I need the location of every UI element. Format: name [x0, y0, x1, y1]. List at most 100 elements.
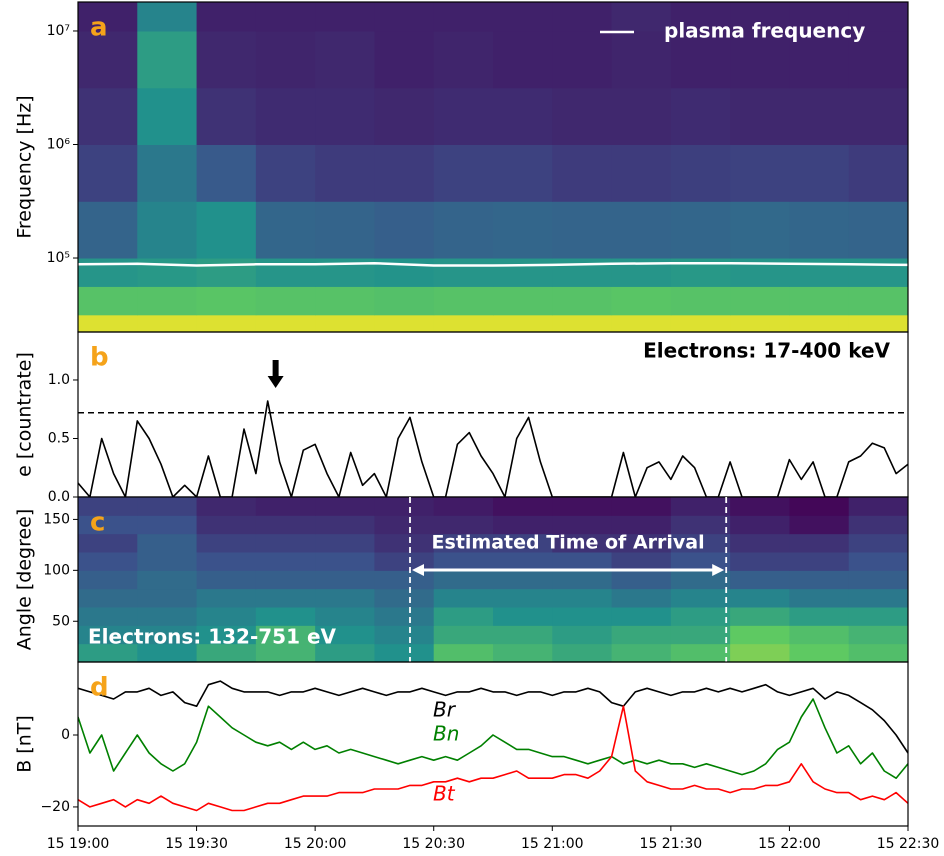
heat-cell [493, 607, 553, 626]
heat-cell [611, 30, 672, 89]
heat-cell [255, 201, 316, 259]
heat-cell [611, 533, 672, 553]
heat-cell [78, 625, 138, 645]
heat-cell [374, 607, 435, 626]
heat-cell [137, 533, 198, 553]
heat-cell [493, 258, 553, 287]
heat-cell [552, 144, 613, 202]
heat-cell [255, 607, 316, 626]
heat-cell [78, 314, 138, 332]
annotation: Electrons: 17-400 keV [643, 339, 890, 363]
heat-cell [255, 87, 316, 145]
heat-cell [670, 2, 731, 32]
heat-cell [730, 30, 790, 89]
heat-cell [433, 643, 494, 662]
heat-cell [611, 588, 672, 608]
heat-cell [196, 144, 257, 202]
panel [78, 680, 908, 812]
heat-cell [552, 286, 613, 316]
x-tick-label: 15 21:00 [521, 836, 584, 852]
heat-cell [315, 87, 375, 145]
heat-cell [255, 570, 316, 590]
heat-cell [730, 643, 790, 662]
heat-cell [670, 314, 731, 332]
heat-cell [670, 552, 731, 571]
heat-cell [670, 643, 731, 662]
heat-cell [789, 497, 850, 516]
heat-cell [789, 30, 850, 89]
heat-cell [374, 314, 435, 332]
heat-cell [493, 497, 553, 516]
heat-cell [848, 286, 908, 316]
heat-cell [611, 87, 672, 145]
heat-cell [789, 643, 850, 662]
heat-cell [789, 144, 850, 202]
heat-cell [493, 87, 553, 145]
heat-cell [315, 588, 375, 608]
heat-cell [137, 87, 198, 145]
heat-cell [730, 144, 790, 202]
heat-cell [78, 201, 138, 259]
heat-cell [730, 497, 790, 516]
heat-cell [78, 643, 138, 662]
heat-cell [433, 552, 494, 571]
heat-cell [552, 30, 613, 89]
heat-cell [493, 570, 553, 590]
heat-cell [374, 497, 435, 516]
heat-cell [730, 570, 790, 590]
heat-cell [255, 643, 316, 662]
heat-cell [433, 515, 494, 535]
heat-cell [433, 625, 494, 645]
heat-cell [848, 144, 908, 202]
heat-cell [789, 607, 850, 626]
heat-cell [789, 588, 850, 608]
heat-cell [730, 515, 790, 535]
heat-cell [78, 552, 138, 571]
heat-cell [552, 552, 613, 571]
heat-cell [433, 144, 494, 202]
heat-cell [137, 625, 198, 645]
heat-cell [315, 533, 375, 553]
heat-cell [255, 497, 316, 516]
heat-cell [493, 533, 553, 553]
heat-cell [552, 588, 613, 608]
y-axis-label: B [nT] [14, 715, 36, 773]
heat-cell [670, 286, 731, 316]
arrow-marker [267, 360, 284, 388]
heat-cell [196, 552, 257, 571]
y-tick-label: 100 [43, 562, 70, 578]
heat-cell [611, 643, 672, 662]
heat-cell [670, 144, 731, 202]
heat-cell [433, 2, 494, 32]
heat-cell [78, 30, 138, 89]
heat-cell [374, 87, 435, 145]
heat-cell [315, 201, 375, 259]
heat-cell [315, 625, 375, 645]
y-axis-label: e [countrate] [14, 352, 36, 477]
heat-cell [848, 515, 908, 535]
series-label: Br [433, 698, 457, 722]
y-tick-label: 0.0 [48, 489, 70, 505]
heat-cell [315, 607, 375, 626]
panel [78, 497, 908, 662]
x-tick-label: 15 22:00 [758, 836, 821, 852]
y-tick-label: 10⁵ [47, 250, 70, 266]
heat-cell [789, 87, 850, 145]
heat-cell [137, 552, 198, 571]
heat-cell [789, 552, 850, 571]
heat-cell [493, 625, 553, 645]
y-tick-label: 1.0 [48, 372, 70, 388]
x-tick-label: 15 19:30 [165, 836, 228, 852]
heat-cell [848, 607, 908, 626]
heat-cell [552, 643, 613, 662]
heat-cell [848, 552, 908, 571]
heat-cell [848, 497, 908, 516]
heat-cell [315, 643, 375, 662]
heat-cell [611, 552, 672, 571]
heat-cell [196, 258, 257, 287]
heat-cell [196, 201, 257, 259]
heat-cell [433, 30, 494, 89]
heat-cell [552, 2, 613, 32]
heat-cell [196, 2, 257, 32]
heat-cell [78, 570, 138, 590]
